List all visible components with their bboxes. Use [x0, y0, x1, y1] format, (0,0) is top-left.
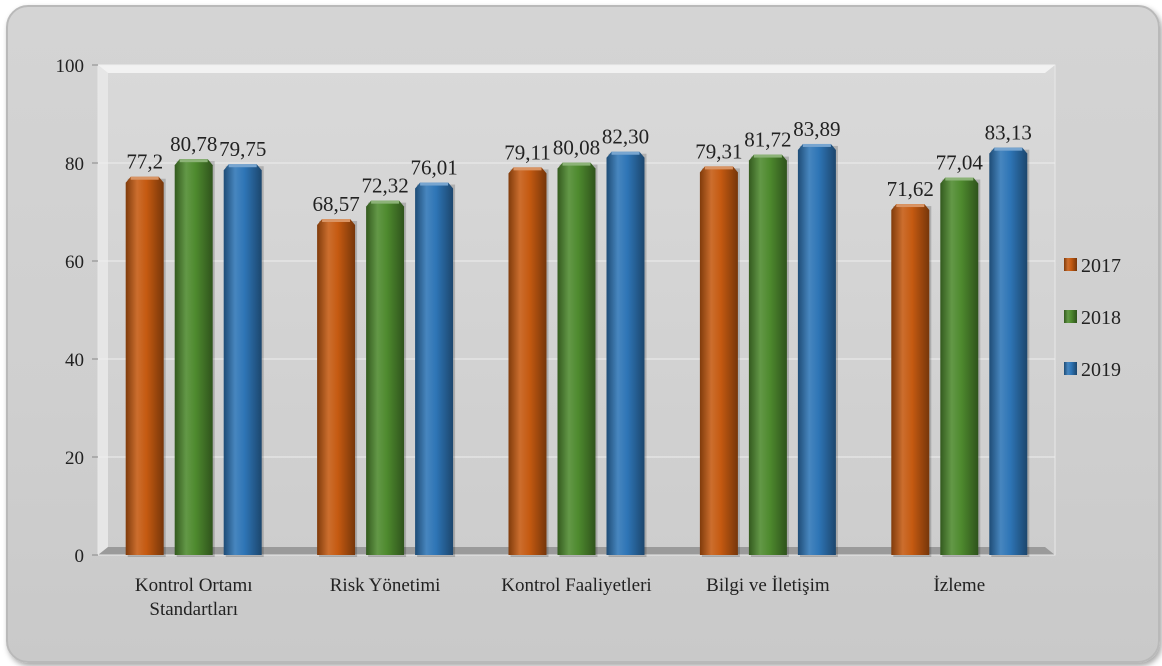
- data-label: 80,78: [170, 132, 217, 156]
- x-tick-label: Kontrol Faaliyetleri: [501, 575, 651, 596]
- data-label: 68,57: [312, 192, 359, 216]
- data-label: 82,30: [602, 125, 649, 149]
- data-label: 77,2: [126, 150, 163, 174]
- x-tick-label: Kontrol Ortamı Standartları: [135, 575, 253, 620]
- bar-2018-2: [557, 162, 596, 555]
- y-axis: 0 20 40 60 80 100: [56, 56, 98, 567]
- bar-2019-0: [223, 164, 262, 555]
- bar-2017-2: [508, 167, 547, 555]
- data-label: 71,62: [887, 177, 934, 201]
- plot-top-wall: [98, 65, 1055, 73]
- bar-bevel: [611, 151, 640, 155]
- bar-2019-3: [797, 143, 836, 555]
- y-tick-label: 100: [56, 56, 85, 77]
- legend-swatch-2017: [1064, 258, 1077, 271]
- bar-2018-4: [940, 177, 979, 555]
- y-tick-label: 0: [75, 546, 85, 567]
- bars: [125, 143, 1030, 558]
- y-tick-label: 80: [65, 154, 84, 175]
- bar-bevel: [753, 154, 782, 158]
- bar-2017-1: [317, 219, 356, 555]
- data-label: 79,31: [695, 139, 742, 163]
- bar-2017-4: [891, 204, 930, 555]
- bar-bevel: [802, 143, 831, 147]
- plot-left-wall: [98, 65, 108, 555]
- bar-2019-2: [606, 151, 645, 556]
- bar-bevel: [420, 182, 449, 186]
- bar-bevel: [704, 166, 733, 170]
- y-tick-label: 60: [65, 252, 84, 273]
- x-tick-label: İzleme: [933, 575, 985, 596]
- legend: 2017 2018 2019: [1064, 255, 1121, 381]
- bar-bevel: [228, 164, 257, 168]
- y-tick-label: 40: [65, 350, 84, 371]
- bar-bevel: [994, 147, 1023, 151]
- bar-2018-3: [748, 154, 787, 555]
- bar-2019-1: [415, 182, 454, 555]
- data-label: 77,04: [936, 151, 984, 175]
- x-tick-label: Risk Yönetimi: [330, 575, 441, 596]
- bar-2018-1: [366, 200, 405, 555]
- data-label: 81,72: [744, 128, 791, 152]
- data-label: 79,11: [504, 140, 550, 164]
- bar-2019-4: [989, 147, 1028, 555]
- legend-label-2019: 2019: [1081, 359, 1121, 381]
- data-label: 72,32: [361, 174, 408, 198]
- y-tick-label: 20: [65, 448, 84, 469]
- data-label: 83,13: [985, 121, 1032, 145]
- bar-bevel: [130, 176, 159, 180]
- bar-bevel: [179, 159, 208, 163]
- bar-bevel: [513, 167, 542, 171]
- legend-label-2017: 2017: [1081, 255, 1121, 277]
- bar-bevel: [945, 177, 974, 181]
- legend-swatch-2019: [1064, 362, 1077, 375]
- bar-bevel: [322, 219, 351, 223]
- bar-2017-0: [125, 176, 164, 555]
- data-label: 79,75: [219, 137, 266, 161]
- legend-label-2018: 2018: [1081, 307, 1121, 329]
- x-tick-label: Bilgi ve İletişim: [706, 575, 830, 596]
- bar-bevel: [896, 204, 925, 208]
- bar-bevel: [562, 162, 591, 166]
- data-label: 76,01: [410, 156, 457, 180]
- bar-2018-0: [174, 159, 213, 556]
- bar-bevel: [371, 200, 400, 204]
- bar-2017-3: [699, 166, 738, 556]
- data-label: 80,08: [553, 136, 600, 160]
- data-label: 83,89: [793, 117, 840, 141]
- legend-swatch-2018: [1064, 310, 1077, 323]
- x-axis: Kontrol Ortamı Standartları Risk Yönetimi K…: [135, 575, 985, 620]
